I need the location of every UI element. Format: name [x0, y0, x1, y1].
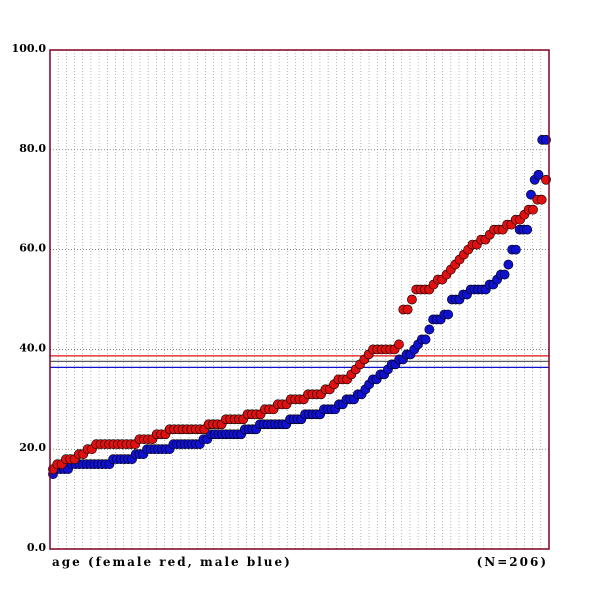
- male-point: [533, 169, 544, 180]
- female-point: [536, 194, 547, 205]
- y-axis: 0.0 20.0 40.0 60.0 80.0 100.0: [12, 42, 47, 554]
- female-point: [402, 304, 413, 315]
- y-tick-label: 100.0: [12, 42, 47, 55]
- male-series: [48, 134, 551, 480]
- male-point: [510, 244, 521, 255]
- male-point: [424, 324, 435, 335]
- male-point: [522, 224, 533, 235]
- plot-frame: [49, 49, 550, 550]
- y-tick-label: 0.0: [27, 541, 46, 554]
- female-point: [407, 294, 417, 305]
- y-tick-label: 40.0: [19, 341, 46, 354]
- male-point: [503, 259, 514, 270]
- male-point: [499, 269, 510, 280]
- y-tick-label: 20.0: [19, 441, 46, 454]
- x-axis-caption: age (female red, male blue): [52, 555, 292, 569]
- y-tick-label: 60.0: [19, 242, 46, 255]
- sample-size-label: (N=206): [477, 555, 548, 569]
- female-point: [394, 339, 404, 350]
- grid: [50, 50, 549, 549]
- y-tick-label: 80.0: [19, 142, 46, 155]
- female-series: [48, 174, 551, 475]
- male-point: [420, 334, 431, 345]
- reference-lines: [50, 355, 549, 368]
- male-point: [443, 309, 454, 320]
- female-point: [528, 204, 538, 215]
- male-point: [526, 189, 536, 200]
